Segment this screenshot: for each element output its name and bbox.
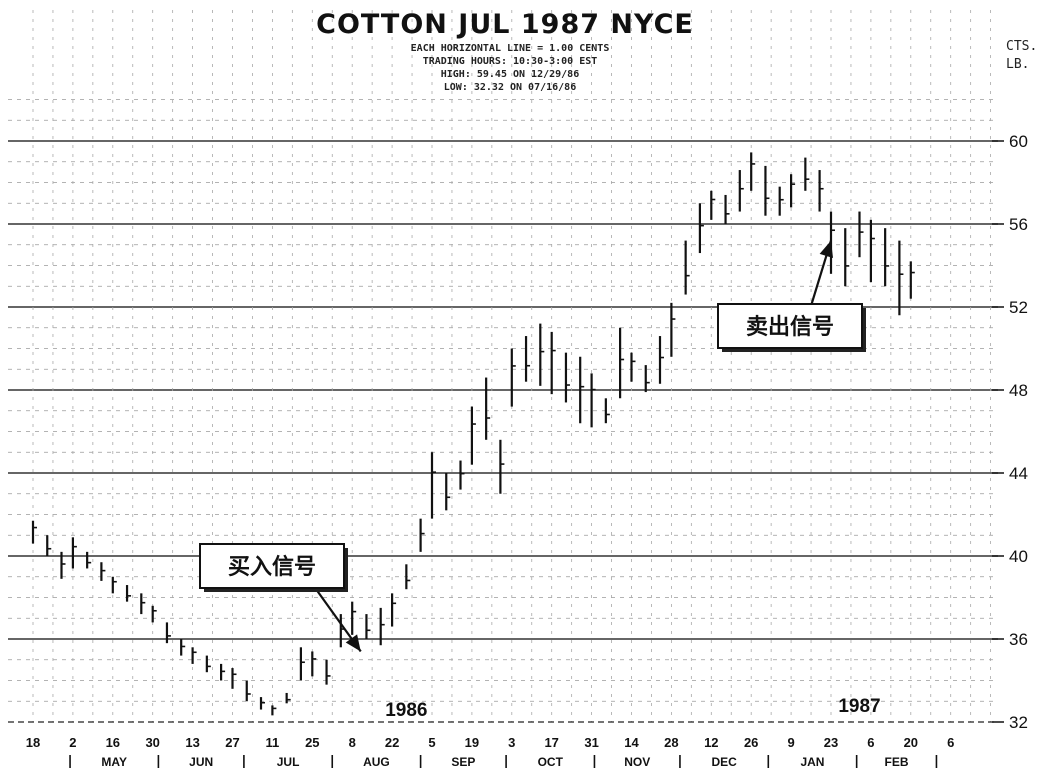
month-label: JAN	[800, 755, 824, 769]
subtitle-line: HIGH: 59.45 ON 12/29/86	[441, 69, 579, 80]
x-tick-label: 23	[824, 735, 838, 750]
x-tick-label: 13	[185, 735, 199, 750]
month-label: JUL	[277, 755, 300, 769]
annotations: 买入信号 卖出信号	[199, 240, 866, 653]
subtitle-line: TRADING HOURS: 10:30-3:00 EST	[423, 56, 598, 67]
chart-header: COTTON JUL 1987 NYCE EACH HORIZONTAL LIN…	[316, 9, 1037, 93]
y-tick-label: 48	[1009, 381, 1028, 400]
year-label: 1986	[385, 700, 427, 721]
x-tick-label: 16	[106, 735, 120, 750]
x-tick-label: 28	[664, 735, 678, 750]
x-tick-label: 9	[787, 735, 794, 750]
y-axis: 32 36 40 44 48 52 56 60	[992, 132, 1028, 732]
callout-box	[199, 543, 345, 589]
x-tick-label: 25	[305, 735, 319, 750]
y-tick-label: 36	[1009, 630, 1028, 649]
price-bars	[31, 152, 915, 716]
x-tick-label: 27	[225, 735, 239, 750]
y-tick-label: 44	[1009, 464, 1028, 483]
x-tick-label: 26	[744, 735, 758, 750]
callout-label: 卖出信号	[746, 314, 834, 340]
y-tick-label: 52	[1009, 298, 1028, 317]
subtitle-line: EACH HORIZONTAL LINE = 1.00 CENTS	[411, 43, 610, 54]
x-axis: 18 2 16 30 13 27 11 25 8 22 5 19 3 17 31 14 28 12 26 9 23 6 20…	[26, 696, 955, 769]
x-tick-label: 6	[947, 735, 954, 750]
x-tick-label: 5	[428, 735, 435, 750]
x-tick-label: 6	[867, 735, 874, 750]
x-tick-label: 12	[704, 735, 718, 750]
month-label: JUN	[189, 755, 213, 769]
x-tick-label: 19	[465, 735, 479, 750]
x-tick-label: 31	[584, 735, 598, 750]
callout-box	[717, 303, 863, 349]
x-tick-label: 20	[904, 735, 918, 750]
y-tick-label: 40	[1009, 547, 1028, 566]
month-label: SEP	[451, 755, 475, 769]
x-tick-label: 17	[544, 735, 558, 750]
y-tick-label: 60	[1009, 132, 1028, 151]
y-tick-label: 32	[1009, 713, 1028, 732]
month-label: FEB	[885, 755, 909, 769]
x-tick-label: 11	[266, 735, 280, 750]
unit-label: CTS.	[1006, 39, 1037, 54]
x-tick-label: 8	[349, 735, 356, 750]
grid	[8, 10, 998, 723]
x-tick-label: 14	[624, 735, 639, 750]
callout-label: 买入信号	[228, 554, 316, 580]
x-tick-label: 22	[385, 735, 399, 750]
month-label: NOV	[624, 755, 650, 769]
arrow-head	[819, 240, 834, 258]
chart-title: COTTON JUL 1987 NYCE	[316, 9, 694, 40]
unit-label: LB.	[1006, 57, 1029, 72]
month-label: OCT	[538, 755, 564, 769]
x-tick-label: 3	[508, 735, 515, 750]
x-tick-label: 18	[26, 735, 40, 750]
y-tick-label: 56	[1009, 215, 1028, 234]
x-tick-label: 2	[69, 735, 76, 750]
arrow-head	[345, 634, 361, 652]
x-tick-label: 30	[145, 735, 159, 750]
subtitle-line: LOW: 32.32 ON 07/16/86	[444, 82, 576, 93]
month-label: AUG	[363, 755, 390, 769]
month-label: DEC	[711, 755, 737, 769]
month-label: MAY	[101, 755, 127, 769]
year-label: 1987	[838, 696, 880, 717]
